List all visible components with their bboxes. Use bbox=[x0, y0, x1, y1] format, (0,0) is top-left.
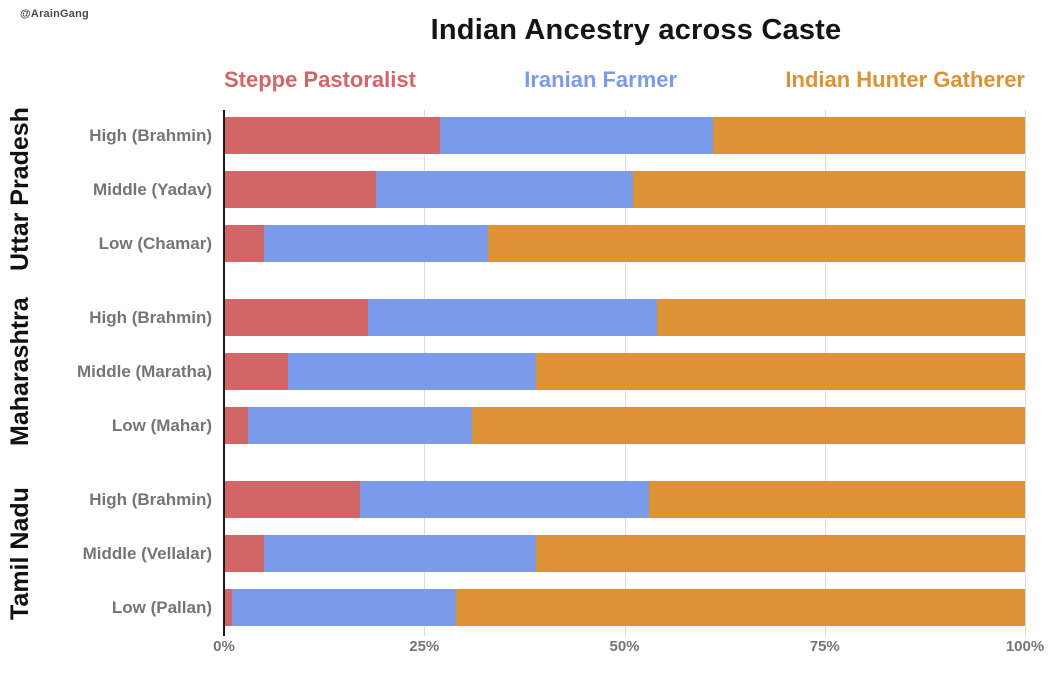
plot-area: Uttar Pradesh High (Brahmin) Middle (Yadav… bbox=[0, 108, 1060, 636]
bar-group-tamil-nadu: Tamil Nadu High (Brahmin) Middle (Vellalar… bbox=[0, 481, 1060, 626]
bar-segment-iranian-farmer bbox=[264, 535, 537, 572]
bar-segment-steppe-pastoralist bbox=[224, 299, 369, 336]
bar-segment-indian-hunter-gatherer bbox=[536, 535, 1025, 572]
x-axis: 0% 25% 50% 75% 100% bbox=[213, 638, 1044, 662]
bar-segment-steppe-pastoralist bbox=[224, 117, 441, 154]
bar-track bbox=[224, 353, 1025, 390]
bar-row-maharashtra-high-brahmin: High (Brahmin) bbox=[0, 299, 1060, 336]
row-label: High (Brahmin) bbox=[89, 307, 212, 327]
bar-segment-steppe-pastoralist bbox=[224, 589, 232, 626]
legend: Steppe Pastoralist Iranian Farmer Indian H… bbox=[224, 67, 1025, 93]
x-tick-0: 0% bbox=[213, 638, 235, 655]
bar-segment-iranian-farmer bbox=[440, 117, 713, 154]
legend-item-iranian-farmer: Iranian Farmer bbox=[524, 67, 678, 92]
row-label: High (Brahmin) bbox=[89, 125, 212, 145]
legend-item-indian-hunter-gatherer: Indian Hunter Gatherer bbox=[785, 67, 1025, 92]
gridline-100 bbox=[1025, 110, 1026, 636]
row-label: Middle (Vellalar) bbox=[82, 543, 212, 563]
row-label: Low (Chamar) bbox=[98, 233, 212, 253]
bar-segment-steppe-pastoralist bbox=[224, 171, 377, 208]
bar-segment-steppe-pastoralist bbox=[224, 481, 361, 518]
bar-track bbox=[224, 299, 1025, 336]
bar-segment-steppe-pastoralist bbox=[224, 353, 289, 390]
row-label: Middle (Maratha) bbox=[76, 361, 212, 381]
bar-segment-indian-hunter-gatherer bbox=[648, 481, 1025, 518]
chart-title: Indian Ancestry across Caste bbox=[430, 14, 842, 46]
bar-segment-iranian-farmer bbox=[288, 353, 537, 390]
bar-segment-indian-hunter-gatherer bbox=[488, 225, 1025, 262]
x-tick-75: 75% bbox=[809, 638, 840, 655]
bar-segment-indian-hunter-gatherer bbox=[456, 589, 1025, 626]
zero-axis-line bbox=[223, 110, 225, 636]
x-tick-100: 100% bbox=[1005, 638, 1045, 655]
bar-track bbox=[224, 117, 1025, 154]
bar-row-tamil-nadu-high-brahmin: High (Brahmin) bbox=[0, 481, 1060, 518]
bar-segment-indian-hunter-gatherer bbox=[656, 299, 1025, 336]
bar-segment-iranian-farmer bbox=[248, 407, 473, 444]
row-label: Low (Mahar) bbox=[111, 415, 212, 435]
bar-segment-steppe-pastoralist bbox=[224, 407, 249, 444]
watermark: @ArainGang bbox=[20, 8, 89, 20]
bar-group-maharashtra: Maharashtra High (Brahmin) Middle (Maratha… bbox=[0, 297, 1060, 446]
bar-segment-indian-hunter-gatherer bbox=[536, 353, 1025, 390]
bar-segment-indian-hunter-gatherer bbox=[472, 407, 1025, 444]
bar-segment-indian-hunter-gatherer bbox=[712, 117, 1025, 154]
bar-row-maharashtra-low-mahar: Low (Mahar) bbox=[0, 407, 1060, 444]
x-tick-50: 50% bbox=[609, 638, 640, 655]
bar-track bbox=[224, 535, 1025, 572]
bar-segment-iranian-farmer bbox=[368, 299, 657, 336]
bar-segment-iranian-farmer bbox=[232, 589, 457, 626]
row-label: Middle (Yadav) bbox=[92, 179, 212, 199]
bar-row-uttar-pradesh-high-brahmin: High (Brahmin) bbox=[0, 117, 1060, 154]
bar-track bbox=[224, 225, 1025, 262]
bar-row-uttar-pradesh-low-chamar: Low (Chamar) bbox=[0, 225, 1060, 262]
bar-track bbox=[224, 481, 1025, 518]
bar-segment-steppe-pastoralist bbox=[224, 535, 265, 572]
bar-track bbox=[224, 589, 1025, 626]
x-tick-25: 25% bbox=[409, 638, 440, 655]
bar-row-tamil-nadu-middle-vellalar: Middle (Vellalar) bbox=[0, 535, 1060, 572]
bar-group-uttar-pradesh: Uttar Pradesh High (Brahmin) Middle (Yadav… bbox=[0, 108, 1060, 271]
bar-segment-indian-hunter-gatherer bbox=[632, 171, 1025, 208]
bar-groups: Uttar Pradesh High (Brahmin) Middle (Yadav… bbox=[0, 108, 1060, 626]
legend-item-steppe-pastoralist: Steppe Pastoralist bbox=[224, 67, 416, 92]
bar-segment-iranian-farmer bbox=[360, 481, 649, 518]
bar-segment-steppe-pastoralist bbox=[224, 225, 265, 262]
bar-track bbox=[224, 171, 1025, 208]
bar-segment-iranian-farmer bbox=[264, 225, 489, 262]
bar-row-uttar-pradesh-middle-yadav: Middle (Yadav) bbox=[0, 171, 1060, 208]
bar-track bbox=[224, 407, 1025, 444]
row-label: High (Brahmin) bbox=[89, 489, 212, 509]
row-label: Low (Pallan) bbox=[111, 597, 212, 617]
title-wrap: Indian Ancestry across Caste bbox=[0, 14, 1060, 47]
bar-segment-iranian-farmer bbox=[376, 171, 633, 208]
bar-row-tamil-nadu-low-pallan: Low (Pallan) bbox=[0, 589, 1060, 626]
bar-row-maharashtra-middle-maratha: Middle (Maratha) bbox=[0, 353, 1060, 390]
